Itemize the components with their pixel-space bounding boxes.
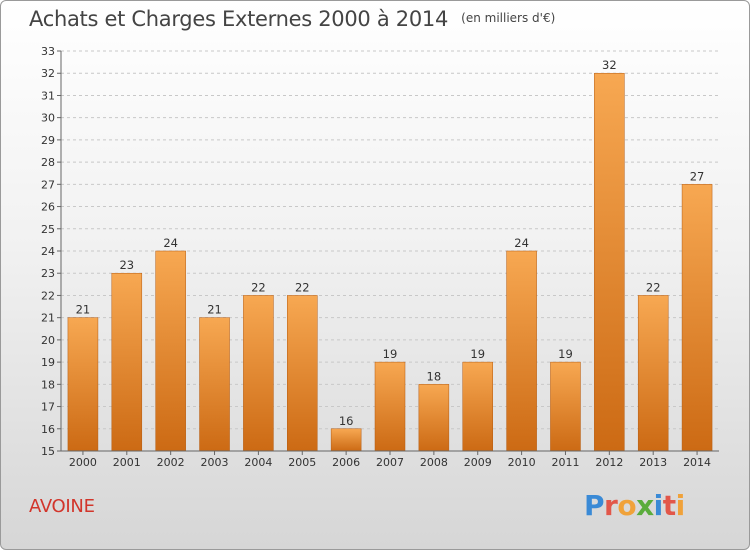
y-tick-label: 33 [41,45,55,58]
data-label-2005: 22 [295,280,310,294]
y-tick-label: 31 [41,89,55,102]
chart-bars: 21 23 24 21 22 22 16 19 18 19 24 19 32 22 27 [67,58,713,452]
x-tick-label-2003: 2003 [201,456,229,469]
x-tick-label-2013: 2013 [639,456,667,469]
data-label-2014: 27 [690,169,705,183]
chart-title: Achats et Charges Externes 2000 à 2014 (… [29,7,555,31]
bar-2003 [199,317,230,452]
bar-2001 [111,272,143,452]
data-label-2008: 18 [427,369,442,383]
y-tick-label: 32 [41,67,55,80]
y-tick-label: 17 [41,401,55,414]
y-tick-label: 26 [41,201,55,214]
y-tick-label: 19 [41,356,55,369]
y-tick-label: 15 [41,445,55,458]
y-tick-label: 29 [41,134,55,147]
x-tick-label-2011: 2011 [551,456,579,469]
y-tick-label: 20 [41,334,55,347]
y-tick-label: 22 [41,289,55,302]
y-tick-label: 16 [41,423,55,436]
bar-2011 [550,361,581,452]
x-tick-label-2002: 2002 [157,456,185,469]
data-label-2007: 19 [383,347,398,361]
bar-2012 [594,72,625,452]
x-tick-label-2008: 2008 [420,456,448,469]
y-tick-label: 27 [41,178,55,191]
commune-name: AVOINE [29,496,95,517]
x-tick-label-2010: 2010 [508,456,536,469]
bar-2008 [418,384,450,452]
data-label-2001: 23 [119,258,134,272]
data-label-2006: 16 [339,414,354,428]
y-tick-label: 25 [41,223,55,236]
y-tick-label: 23 [41,267,55,280]
y-tick-label: 21 [41,312,55,325]
data-label-2000: 21 [76,303,91,317]
y-tick-label: 18 [41,378,55,391]
data-label-2009: 19 [470,347,485,361]
x-tick-label-2012: 2012 [595,456,623,469]
data-label-2004: 22 [251,280,266,294]
x-tick-label-2000: 2000 [69,456,97,469]
y-tick-label: 24 [41,245,55,258]
bar-2013 [637,295,669,452]
x-tick-label-2006: 2006 [332,456,360,469]
x-tick-label-2005: 2005 [288,456,316,469]
data-label-2011: 19 [558,347,573,361]
y-tick-label: 28 [41,156,55,169]
chart-title-unit: (en milliers d'€) [461,11,556,25]
y-tick-label: 30 [41,112,55,125]
bar-2009 [462,361,493,452]
x-tick-label-2014: 2014 [683,456,711,469]
data-label-2002: 24 [163,236,178,250]
bar-2004 [243,295,274,452]
bar-2014 [681,184,713,452]
x-tick-label-2001: 2001 [113,456,141,469]
bar-2000 [67,317,99,452]
x-tick-label-2007: 2007 [376,456,404,469]
x-tick-label-2009: 2009 [464,456,492,469]
data-label-2012: 32 [602,58,617,72]
bar-2010 [506,250,537,452]
bar-2005 [287,295,318,452]
chart-title-main: Achats et Charges Externes 2000 à 2014 [29,7,449,31]
x-tick-label-2004: 2004 [244,456,272,469]
chart-axes: 15 16 17 18 19 20 21 22 23 24 25 26 27 28 29 30 31 32 33 20… [41,45,719,469]
bar-2006 [330,428,362,452]
data-label-2003: 21 [207,303,222,317]
data-label-2010: 24 [514,236,529,250]
proxiti-logo: Proxiti [584,489,685,522]
bar-2002 [155,250,186,452]
bar-2007 [374,361,406,452]
data-label-2013: 22 [646,280,661,294]
